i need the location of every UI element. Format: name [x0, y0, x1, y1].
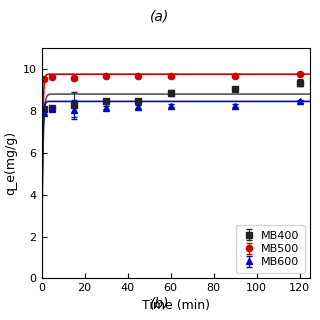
Text: (a): (a) [150, 10, 170, 24]
Y-axis label: q_e(mg/g): q_e(mg/g) [4, 131, 17, 195]
Legend: MB400, MB500, MB600: MB400, MB500, MB600 [236, 225, 305, 273]
X-axis label: Time (min): Time (min) [142, 299, 210, 312]
Text: (b): (b) [150, 296, 170, 310]
